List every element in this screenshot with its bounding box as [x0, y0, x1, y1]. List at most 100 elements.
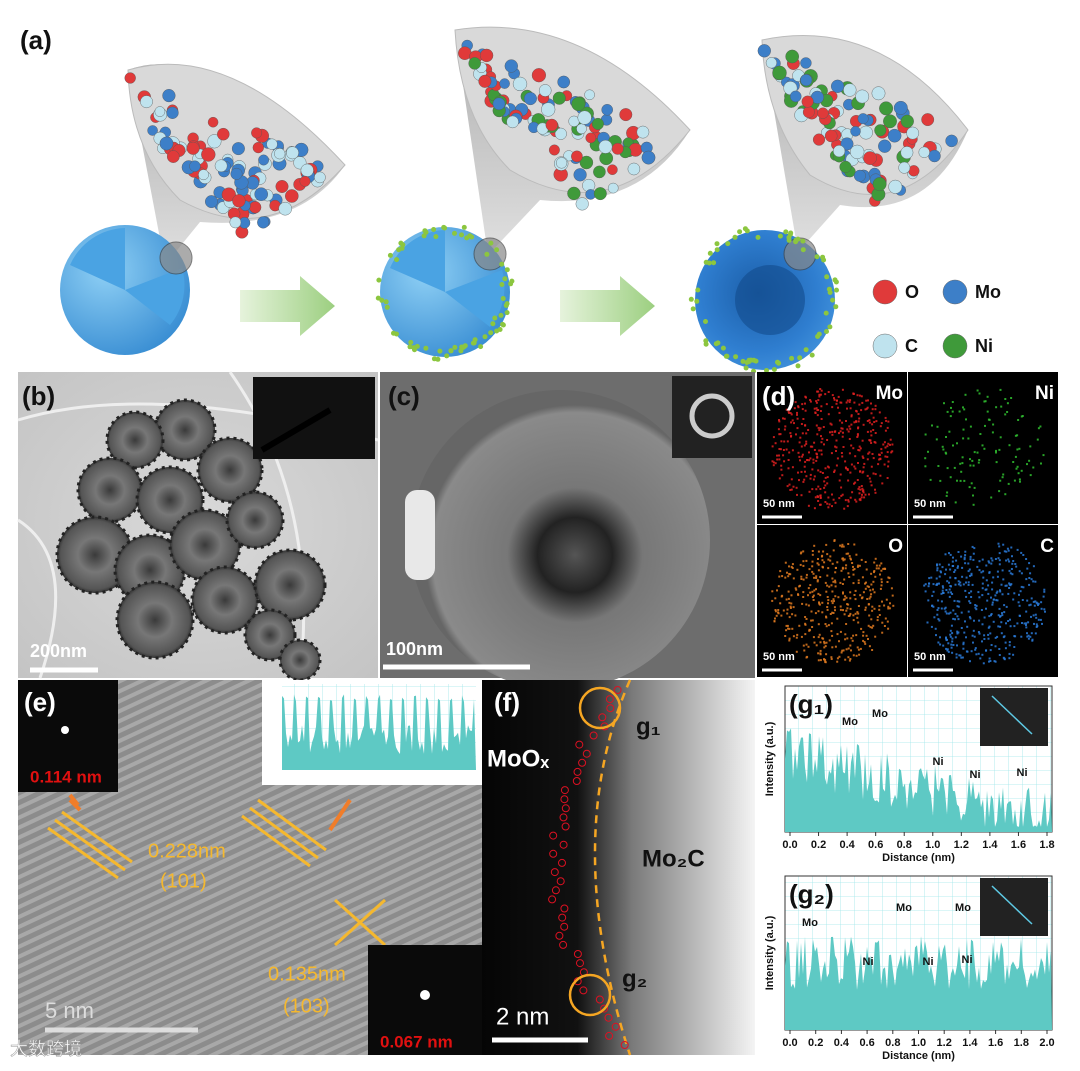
- nanoparticle: [435, 356, 441, 362]
- signal-dot: [1015, 565, 1018, 568]
- signal-dot: [846, 505, 849, 508]
- signal-dot: [930, 625, 933, 628]
- signal-dot: [862, 634, 865, 637]
- signal-dot: [969, 574, 971, 577]
- signal-dot: [1006, 402, 1009, 405]
- particle: [76, 456, 144, 524]
- peak-label: Mo: [955, 902, 971, 914]
- signal-dot: [991, 601, 994, 604]
- nanoparticle: [753, 358, 759, 364]
- atom: [801, 95, 814, 108]
- signal-dot: [781, 474, 784, 477]
- atom: [492, 97, 506, 111]
- signal-dot: [880, 562, 883, 565]
- signal-dot: [833, 397, 835, 400]
- signal-dot: [877, 463, 880, 466]
- signal-dot: [1010, 546, 1013, 549]
- signal-dot: [1034, 600, 1037, 603]
- nanoparticle: [500, 296, 506, 301]
- signal-dot: [859, 470, 861, 473]
- signal-dot: [819, 641, 822, 644]
- signal-dot: [824, 501, 827, 503]
- signal-dot: [950, 646, 953, 649]
- signal-dot: [1008, 644, 1011, 647]
- signal-dot: [964, 550, 967, 553]
- nanoparticle: [383, 299, 389, 305]
- nanoparticle: [733, 354, 739, 360]
- signal-dot: [816, 562, 819, 565]
- signal-dot: [835, 399, 838, 402]
- signal-dot: [791, 567, 794, 569]
- signal-dot: [842, 431, 844, 434]
- signal-dot: [1025, 626, 1028, 629]
- signal-dot: [862, 491, 865, 494]
- scan-line: [991, 695, 1033, 735]
- signal-dot: [863, 496, 866, 499]
- atom-marker: [560, 904, 569, 913]
- signal-dot: [964, 620, 966, 623]
- x-tick-label: 0.2: [808, 1037, 823, 1049]
- signal-dot: [1011, 562, 1014, 565]
- signal-dot: [874, 635, 877, 638]
- signal-dot: [809, 457, 812, 460]
- scale-bar-label: 2 nm: [496, 1003, 549, 1030]
- signal-dot: [873, 591, 876, 594]
- signal-dot: [1000, 632, 1003, 635]
- signal-dot: [871, 605, 874, 608]
- signal-dot: [990, 562, 993, 565]
- nanoparticle: [824, 329, 829, 334]
- signal-dot: [857, 621, 860, 624]
- signal-dot: [803, 465, 806, 468]
- atom-marker: [579, 986, 588, 995]
- signal-dot: [970, 650, 973, 653]
- signal-dot: [786, 485, 789, 488]
- signal-dot: [776, 589, 778, 592]
- signal-dot: [820, 389, 823, 392]
- signal-dot: [868, 597, 871, 600]
- signal-dot: [811, 565, 814, 568]
- signal-dot: [813, 576, 816, 579]
- atom: [900, 146, 914, 159]
- signal-dot: [805, 603, 808, 606]
- signal-dot: [811, 590, 814, 593]
- nanoparticle: [444, 353, 450, 359]
- atom: [251, 127, 263, 139]
- signal-dot: [845, 596, 848, 599]
- signal-dot: [997, 614, 1000, 617]
- signal-dot: [981, 594, 984, 597]
- atom: [254, 187, 268, 201]
- signal-dot: [823, 658, 826, 661]
- signal-dot: [961, 656, 964, 659]
- signal-dot: [845, 648, 848, 651]
- nanoparticle: [706, 260, 712, 266]
- signal-dot: [887, 627, 890, 630]
- signal-dot: [852, 582, 855, 585]
- signal-dot: [981, 558, 984, 561]
- signal-dot: [854, 589, 857, 592]
- signal-dot: [819, 659, 822, 662]
- signal-dot: [850, 649, 852, 652]
- signal-dot: [772, 461, 775, 464]
- signal-dot: [928, 577, 931, 580]
- signal-dot: [870, 593, 873, 596]
- signal-dot: [969, 464, 972, 467]
- signal-dot: [849, 597, 852, 600]
- signal-dot: [871, 609, 874, 612]
- signal-dot: [835, 450, 837, 452]
- signal-dot: [887, 605, 890, 608]
- signal-dot: [789, 573, 792, 576]
- signal-dot: [811, 468, 814, 471]
- signal-dot: [977, 591, 980, 594]
- atom-marker: [598, 713, 607, 722]
- signal-dot: [862, 457, 865, 459]
- atom: [548, 144, 560, 156]
- nanoparticle: [423, 229, 429, 235]
- atom: [906, 126, 920, 140]
- signal-dot: [795, 650, 798, 653]
- nanoparticle: [703, 341, 709, 347]
- signal-dot: [793, 407, 796, 410]
- signal-dot: [799, 436, 802, 439]
- atom: [879, 101, 894, 116]
- signal-dot: [948, 581, 950, 584]
- x-tick-label: 0.2: [811, 839, 826, 851]
